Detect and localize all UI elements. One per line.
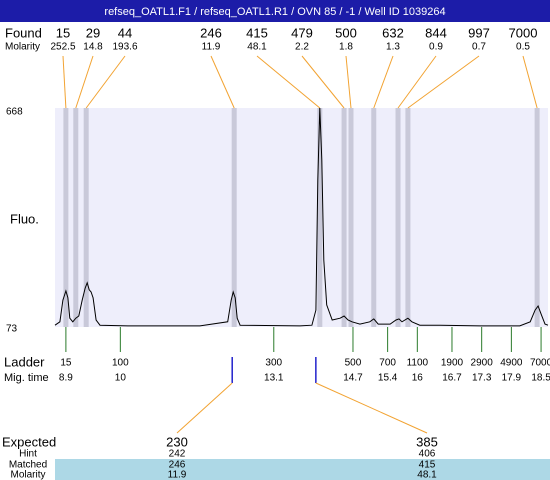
expected-hint: 242 <box>169 449 186 460</box>
ladder-size: 1100 <box>407 358 429 369</box>
header-bar <box>0 0 550 22</box>
found-molarity: 0.5 <box>516 42 530 53</box>
header-title: refseq_OATL1.F1 / refseq_OATL1.R1 / OVN … <box>104 6 445 18</box>
found-molarity: 48.1 <box>247 42 267 53</box>
found-molarity: 11.9 <box>202 42 221 53</box>
peak-connector <box>256 55 321 109</box>
found-molarity: 2.2 <box>295 42 309 53</box>
found-size: 44 <box>118 25 132 40</box>
matched-label: Matched <box>9 460 47 471</box>
expected-matched: 415 <box>419 460 436 471</box>
plot-area <box>55 108 548 327</box>
ladder-time: 16.7 <box>442 373 462 384</box>
peak-connector <box>397 55 437 109</box>
found-molarity: 1.3 <box>386 42 400 53</box>
expected-size: 230 <box>166 434 188 449</box>
peak-connector <box>522 55 538 109</box>
ladder-size: 1900 <box>441 358 464 369</box>
peak-band <box>348 108 354 327</box>
expected-molarity: 11.9 <box>168 470 187 480</box>
found-molarity: 0.7 <box>472 42 486 53</box>
ladder-size: 100 <box>112 358 129 369</box>
ladder-time: 14.7 <box>343 373 363 384</box>
found-size: 246 <box>200 25 222 40</box>
peak-band <box>63 108 69 327</box>
expected-matched: 246 <box>169 460 186 471</box>
peak-band <box>341 108 347 327</box>
molarity-label: Molarity <box>5 42 40 53</box>
expected-size: 385 <box>416 434 438 449</box>
ladder-size: 15 <box>60 358 72 369</box>
found-size: 479 <box>291 25 313 40</box>
peak-connector <box>301 55 345 109</box>
ladder-size: 4900 <box>500 358 523 369</box>
peak-connector <box>75 55 94 109</box>
ladder-time: 17.3 <box>472 373 492 384</box>
ladder-time: 17.9 <box>502 373 522 384</box>
hint-label: Hint <box>19 449 37 460</box>
found-size: 7000 <box>509 25 538 40</box>
found-size: 997 <box>468 25 490 40</box>
mig-time-label: Mig. time <box>4 372 49 384</box>
ladder-time: 13.1 <box>264 373 284 384</box>
ladder-size: 2900 <box>471 358 494 369</box>
found-size: 15 <box>56 25 70 40</box>
peak-connector <box>210 55 235 109</box>
found-label: Found <box>5 25 42 40</box>
peak-band <box>73 108 79 327</box>
found-size: 632 <box>382 25 404 40</box>
peak-connector <box>407 55 480 109</box>
found-molarity: 252.5 <box>50 42 75 53</box>
ladder-time: 8.9 <box>59 373 73 384</box>
ladder-size: 7000 <box>530 358 550 369</box>
peak-band <box>83 108 89 327</box>
found-molarity: 193.6 <box>112 42 137 53</box>
y-tick-label: 73 <box>6 324 18 335</box>
peak-band <box>231 108 237 327</box>
found-size: 415 <box>246 25 268 40</box>
peak-band <box>405 108 411 327</box>
peak-band <box>395 108 401 327</box>
peak-band <box>371 108 377 327</box>
ladder-label: Ladder <box>4 354 45 369</box>
y-tick-label: 668 <box>6 107 23 118</box>
found-size: 29 <box>86 25 100 40</box>
found-molarity: 14.8 <box>83 42 103 53</box>
ladder-time: 16 <box>412 373 424 384</box>
ladder-size: 300 <box>265 358 282 369</box>
found-molarity: 1.8 <box>339 42 353 53</box>
peak-connector <box>85 55 126 109</box>
ladder-time: 18.5 <box>531 373 550 384</box>
matched-band <box>55 459 550 480</box>
found-molarity: 0.9 <box>429 42 443 53</box>
y-label: Fluo. <box>10 211 39 226</box>
expected-connector <box>176 382 233 434</box>
ladder-time: 10 <box>115 373 127 384</box>
expected-hint: 406 <box>419 449 436 460</box>
ladder-time: 15.4 <box>378 373 398 384</box>
peak-connector <box>62 55 67 109</box>
trace <box>54 107 549 327</box>
found-size: 844 <box>425 25 447 40</box>
expected-molarity-label: Molarity <box>10 470 45 480</box>
expected-molarity: 48.1 <box>417 470 437 480</box>
peak-connector <box>373 55 394 109</box>
peak-band <box>317 108 323 327</box>
ladder-size: 700 <box>379 358 396 369</box>
expected-connector <box>315 382 428 434</box>
peak-band <box>534 108 540 327</box>
expected-label: Expected <box>2 434 56 449</box>
peak-connector <box>345 55 352 109</box>
found-size: 500 <box>335 25 357 40</box>
ladder-size: 500 <box>345 358 362 369</box>
